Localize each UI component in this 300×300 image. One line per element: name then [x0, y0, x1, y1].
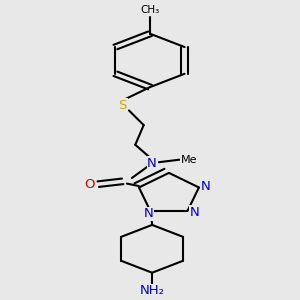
Text: S: S	[118, 99, 127, 112]
Text: N: N	[147, 157, 157, 170]
Text: N: N	[143, 207, 153, 220]
Text: Me: Me	[181, 155, 197, 165]
Text: CH₃: CH₃	[140, 5, 160, 15]
Text: N: N	[201, 180, 211, 193]
Text: N: N	[189, 206, 199, 219]
Text: NH₂: NH₂	[140, 284, 165, 298]
Text: O: O	[85, 178, 95, 190]
